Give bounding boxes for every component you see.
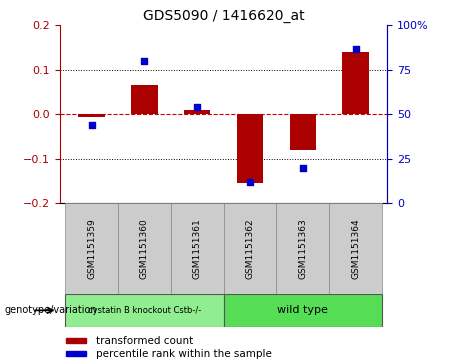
Text: GSM1151364: GSM1151364: [351, 218, 360, 279]
Text: GSM1151361: GSM1151361: [193, 218, 202, 279]
Text: GSM1151360: GSM1151360: [140, 218, 149, 279]
Bar: [237, 114, 263, 183]
Point: [88, 122, 95, 128]
FancyBboxPatch shape: [224, 294, 382, 327]
Point: [246, 179, 254, 185]
Text: transformed count: transformed count: [96, 337, 193, 346]
Bar: [66, 338, 86, 343]
Bar: [78, 114, 105, 117]
Text: GSM1151363: GSM1151363: [298, 218, 307, 279]
Bar: [66, 351, 86, 356]
FancyBboxPatch shape: [277, 203, 329, 294]
Point: [352, 46, 359, 52]
Point: [141, 58, 148, 64]
Text: GSM1151362: GSM1151362: [245, 218, 254, 279]
Text: genotype/variation: genotype/variation: [5, 305, 97, 315]
Text: percentile rank within the sample: percentile rank within the sample: [96, 350, 272, 359]
FancyBboxPatch shape: [171, 203, 224, 294]
Text: cystatin B knockout Cstb-/-: cystatin B knockout Cstb-/-: [88, 306, 201, 315]
FancyBboxPatch shape: [329, 203, 382, 294]
Text: wild type: wild type: [278, 305, 328, 315]
FancyBboxPatch shape: [65, 203, 118, 294]
Title: GDS5090 / 1416620_at: GDS5090 / 1416620_at: [143, 9, 304, 23]
FancyBboxPatch shape: [224, 203, 277, 294]
Point: [299, 165, 307, 171]
Bar: [184, 110, 210, 114]
Point: [194, 104, 201, 110]
Bar: [343, 52, 369, 114]
Text: GSM1151359: GSM1151359: [87, 218, 96, 279]
Bar: [131, 85, 158, 114]
FancyBboxPatch shape: [118, 203, 171, 294]
Bar: [290, 114, 316, 150]
FancyBboxPatch shape: [65, 294, 224, 327]
